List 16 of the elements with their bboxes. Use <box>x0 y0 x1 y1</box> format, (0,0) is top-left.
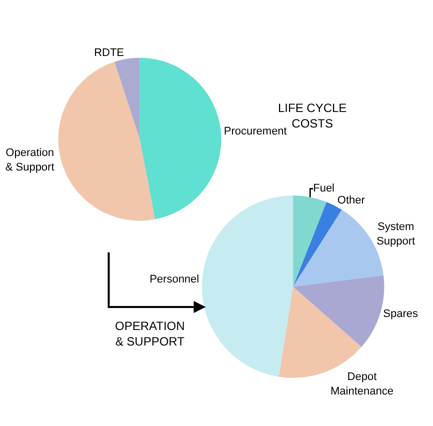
slice-label: Personnel <box>150 274 200 286</box>
text: OPERATION & SUPPORT <box>115 319 186 349</box>
pie-slice <box>202 196 294 377</box>
pie-slice <box>114 58 140 140</box>
pie-slice <box>140 58 222 220</box>
slice-label: Spares <box>383 308 419 320</box>
slice-label: Fuel <box>313 182 335 195</box>
slice-label: Other <box>337 194 366 207</box>
pie-slice <box>293 196 327 287</box>
slice-label: Procurement <box>224 126 287 138</box>
pie-slice <box>58 62 156 221</box>
slice-label: RDTE <box>94 46 124 59</box>
pie-slice <box>293 275 384 348</box>
slice-label: Operation & Support <box>5 147 54 174</box>
slice-label: Depot Maintenance <box>330 371 394 398</box>
slice-label: System Support <box>376 220 416 248</box>
